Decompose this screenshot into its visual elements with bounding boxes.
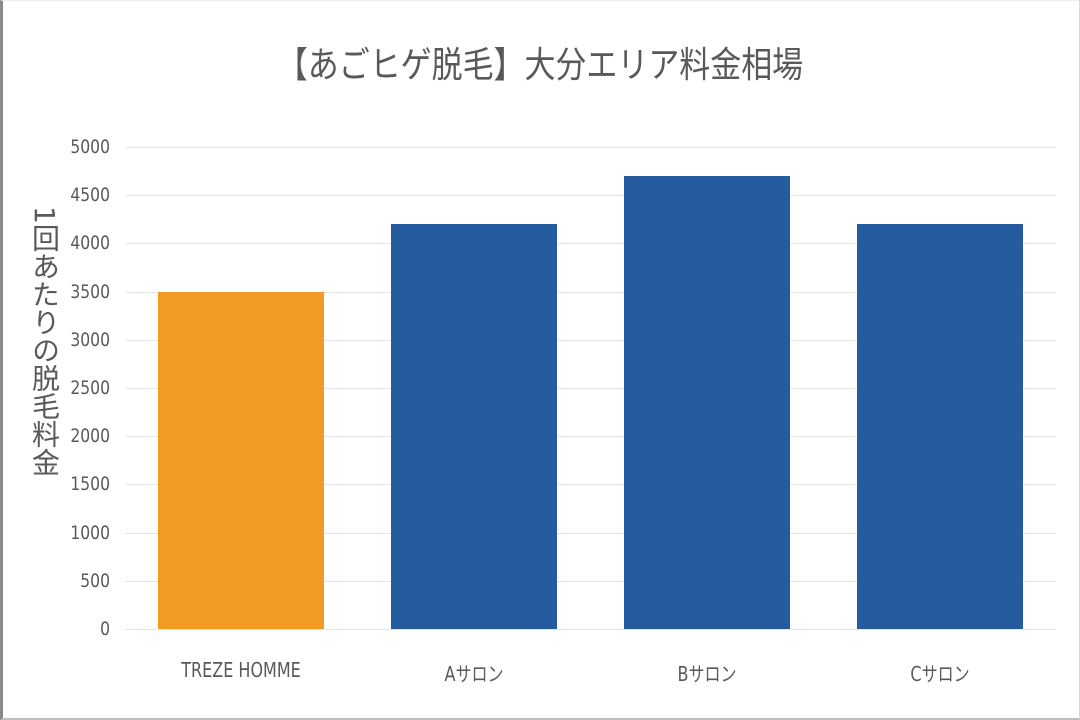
bar-4 <box>856 224 1023 629</box>
bar-2 <box>391 224 558 629</box>
gridline <box>125 436 1056 438</box>
y-tick-label: 500 <box>80 569 110 592</box>
y-tick-label: 1500 <box>70 473 110 496</box>
gridline <box>125 629 1056 630</box>
y-axis-label: 1回あたりの脱毛料金 <box>28 206 61 476</box>
gridline <box>125 291 1056 293</box>
y-tick-label: 5000 <box>70 136 110 158</box>
gridline <box>125 339 1056 341</box>
x-tick-label: TREZE HOMME <box>181 658 302 682</box>
y-tick-label: 3000 <box>70 328 110 351</box>
y-tick-label: 4000 <box>70 232 110 255</box>
x-tick-label: Bサロン <box>677 662 737 686</box>
y-tick-label: 4500 <box>70 184 110 207</box>
gridline <box>125 243 1056 245</box>
gridline <box>125 195 1056 197</box>
gridline <box>125 388 1056 389</box>
gridline <box>125 147 1056 148</box>
x-tick-label: Cサロン <box>910 662 970 686</box>
x-tick-label: Aサロン <box>444 662 504 686</box>
y-tick-label: 1000 <box>70 521 110 544</box>
plot-area <box>125 147 1056 630</box>
y-tick-label: 2500 <box>70 377 110 399</box>
bar-1 <box>158 291 325 629</box>
chart-title: 【あごヒゲ脱毛】大分エリア料金相場 <box>276 45 804 86</box>
y-tick-label: 3500 <box>70 280 110 303</box>
gridline <box>125 532 1056 534</box>
y-tick-label: 0 <box>100 618 110 640</box>
y-tick-label: 2000 <box>70 425 110 448</box>
gridline <box>125 484 1056 486</box>
bar-3 <box>623 175 790 629</box>
gridline <box>125 580 1056 582</box>
